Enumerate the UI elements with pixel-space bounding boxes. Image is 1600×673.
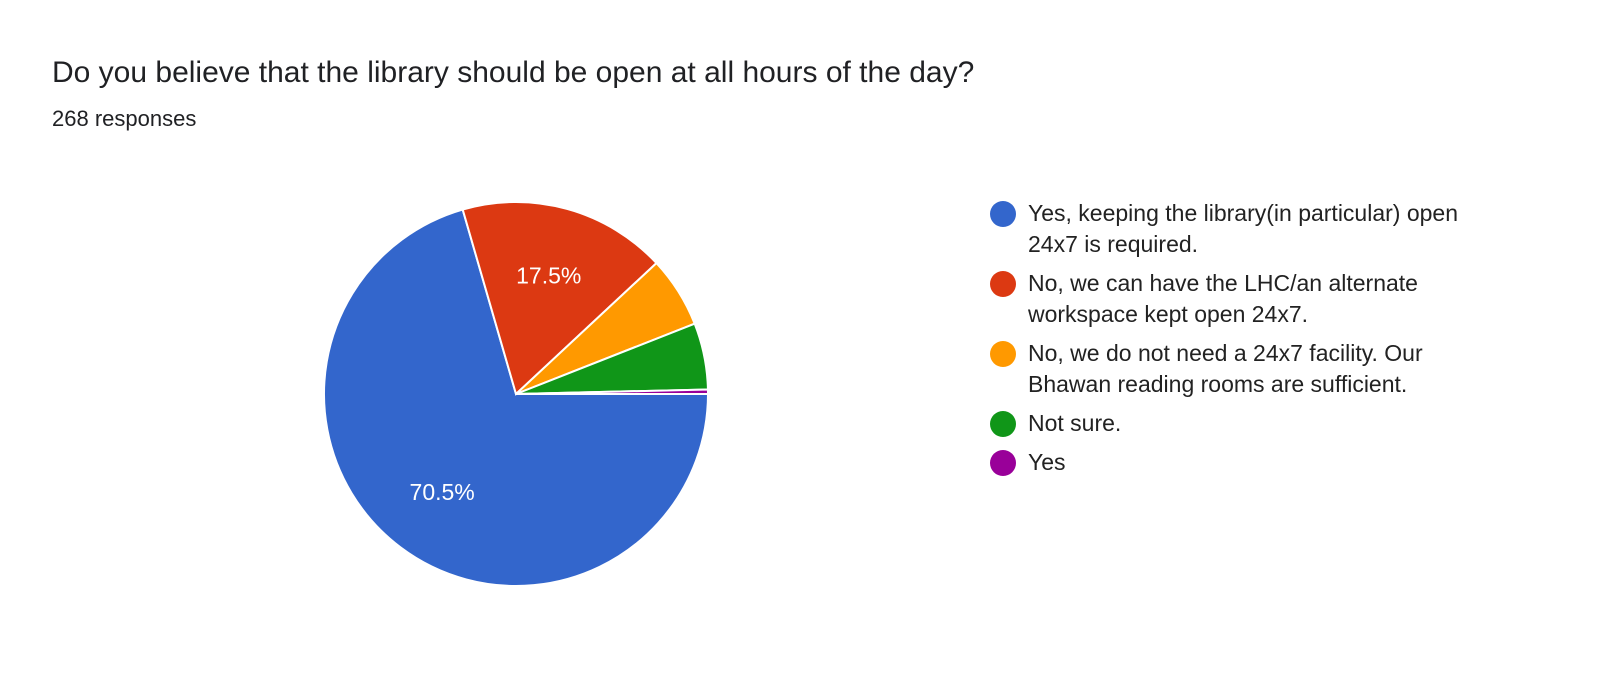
response-count: 268 responses [52,106,197,131]
legend-label: No, we do not need a 24x7 facility. Our … [1028,340,1423,397]
legend-item[interactable]: No, we can have the LHC/an alternate wor… [990,268,1510,330]
legend-swatch-icon [990,411,1016,437]
pie-slice[interactable] [461,201,658,396]
legend-swatch-icon [990,341,1016,367]
legend-label: Not sure. [1028,410,1122,436]
legend-item[interactable]: Yes [990,447,1510,478]
legend-swatch-icon [990,450,1016,476]
slice-percent-label: 17.5% [516,263,581,289]
legend-swatch-icon [990,201,1016,227]
chart-title: Do you believe that the library should b… [52,56,975,89]
legend-item[interactable]: Not sure. [990,408,1510,439]
slice-percent-label: 70.5% [410,479,475,505]
pie-slice[interactable] [323,208,710,587]
legend: Yes, keeping the library(in particular) … [990,198,1510,486]
legend-label: Yes [1028,449,1066,475]
legend-item[interactable]: No, we do not need a 24x7 facility. Our … [990,338,1510,400]
legend-label: Yes, keeping the library(in particular) … [1028,200,1459,257]
legend-label: No, we can have the LHC/an alternate wor… [1028,270,1418,327]
pie-slice[interactable] [515,388,710,395]
legend-item[interactable]: Yes, keeping the library(in particular) … [990,198,1510,260]
legend-swatch-icon [990,271,1016,297]
pie-chart: 70.5% 17.5% [323,201,710,587]
